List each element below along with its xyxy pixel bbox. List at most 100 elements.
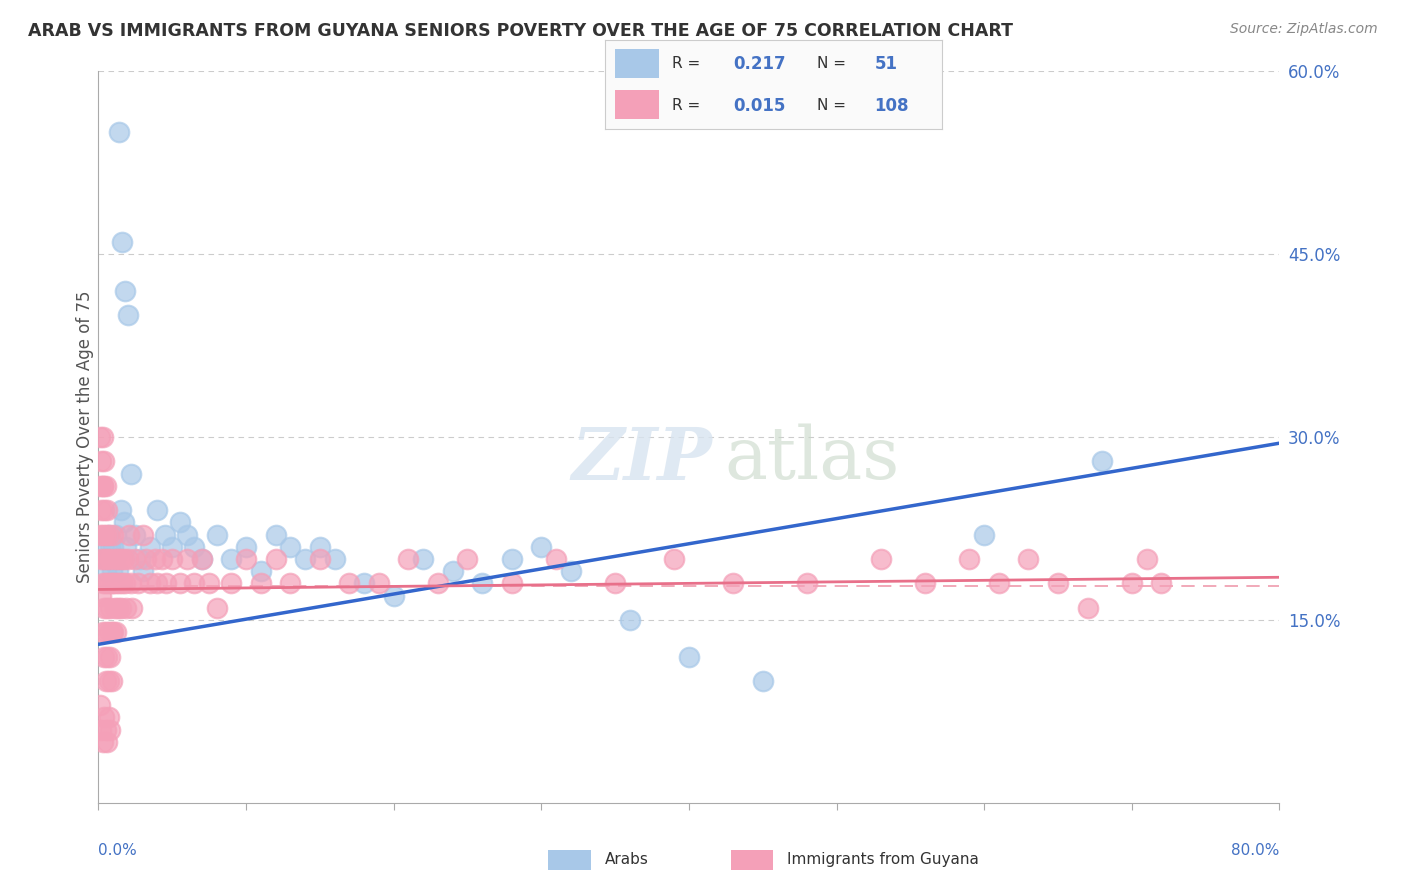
Point bbox=[90, 589, 112, 603]
Point bbox=[91, 479, 114, 493]
Point bbox=[124, 527, 146, 541]
Point bbox=[169, 516, 191, 530]
Point bbox=[959, 552, 981, 566]
Point bbox=[162, 540, 183, 554]
Y-axis label: Seniors Poverty Over the Age of 75: Seniors Poverty Over the Age of 75 bbox=[76, 291, 94, 583]
Point bbox=[280, 540, 302, 554]
Point bbox=[198, 576, 221, 591]
Point bbox=[94, 564, 117, 578]
Point bbox=[96, 735, 118, 749]
Point bbox=[323, 552, 346, 566]
Point bbox=[115, 600, 138, 615]
Point bbox=[103, 576, 125, 591]
Point bbox=[678, 649, 700, 664]
Text: atlas: atlas bbox=[724, 424, 900, 494]
Point bbox=[309, 552, 332, 566]
Text: 0.217: 0.217 bbox=[733, 54, 786, 73]
Point bbox=[107, 564, 129, 578]
Point bbox=[98, 600, 121, 615]
Point bbox=[412, 552, 434, 566]
Point bbox=[96, 600, 118, 615]
Point bbox=[176, 552, 198, 566]
Point bbox=[155, 576, 177, 591]
Point bbox=[1077, 600, 1099, 615]
Point bbox=[382, 589, 405, 603]
Point bbox=[94, 527, 117, 541]
Point bbox=[664, 552, 686, 566]
Point bbox=[103, 625, 125, 640]
Point bbox=[100, 576, 122, 591]
Point bbox=[89, 430, 111, 444]
Point bbox=[98, 540, 121, 554]
Point bbox=[309, 540, 332, 554]
Point bbox=[988, 576, 1011, 591]
Point bbox=[176, 527, 198, 541]
Point bbox=[91, 625, 114, 640]
Point bbox=[368, 576, 391, 591]
Text: 108: 108 bbox=[875, 96, 910, 115]
Text: N =: N = bbox=[817, 56, 851, 71]
Point bbox=[97, 625, 120, 640]
Point bbox=[90, 723, 112, 737]
Point bbox=[91, 527, 114, 541]
Point bbox=[117, 552, 139, 566]
Point bbox=[105, 527, 128, 541]
Point bbox=[280, 576, 302, 591]
Point bbox=[162, 552, 183, 566]
Point bbox=[150, 552, 173, 566]
Point bbox=[111, 576, 134, 591]
Point bbox=[91, 430, 114, 444]
Text: 0.0%: 0.0% bbox=[98, 843, 138, 858]
Point bbox=[90, 454, 112, 468]
Point bbox=[89, 527, 111, 541]
Point bbox=[91, 735, 114, 749]
Point bbox=[221, 576, 243, 591]
Point bbox=[94, 625, 117, 640]
Point bbox=[111, 235, 134, 249]
Point bbox=[120, 576, 142, 591]
Point bbox=[1091, 454, 1114, 468]
Point bbox=[132, 527, 155, 541]
Point bbox=[353, 576, 375, 591]
Point bbox=[221, 552, 243, 566]
FancyBboxPatch shape bbox=[614, 49, 658, 78]
Point bbox=[96, 649, 118, 664]
Point bbox=[112, 516, 135, 530]
Point bbox=[235, 540, 257, 554]
Point bbox=[93, 649, 115, 664]
Point bbox=[96, 552, 118, 566]
Point bbox=[501, 552, 523, 566]
Point bbox=[100, 625, 122, 640]
Point bbox=[97, 576, 120, 591]
Point bbox=[973, 527, 995, 541]
Text: N =: N = bbox=[817, 98, 851, 113]
Point bbox=[103, 540, 125, 554]
Point bbox=[1046, 576, 1070, 591]
Point bbox=[117, 308, 139, 322]
Point bbox=[114, 576, 136, 591]
Point bbox=[546, 552, 568, 566]
FancyBboxPatch shape bbox=[614, 90, 658, 119]
Point bbox=[183, 576, 205, 591]
Text: 51: 51 bbox=[875, 54, 897, 73]
Point bbox=[121, 600, 143, 615]
Point bbox=[107, 600, 129, 615]
Point bbox=[191, 552, 214, 566]
Point bbox=[93, 710, 115, 724]
Point bbox=[94, 479, 117, 493]
Point bbox=[108, 576, 131, 591]
Point bbox=[146, 503, 169, 517]
Point bbox=[457, 552, 479, 566]
Point bbox=[235, 552, 257, 566]
Point bbox=[91, 576, 114, 591]
Point bbox=[124, 552, 146, 566]
Point bbox=[339, 576, 361, 591]
Point bbox=[183, 540, 205, 554]
Point bbox=[107, 552, 129, 566]
Point bbox=[398, 552, 420, 566]
Point bbox=[796, 576, 818, 591]
Text: Immigrants from Guyana: Immigrants from Guyana bbox=[787, 853, 979, 867]
Point bbox=[96, 552, 118, 566]
Point bbox=[93, 552, 115, 566]
Point bbox=[110, 600, 132, 615]
